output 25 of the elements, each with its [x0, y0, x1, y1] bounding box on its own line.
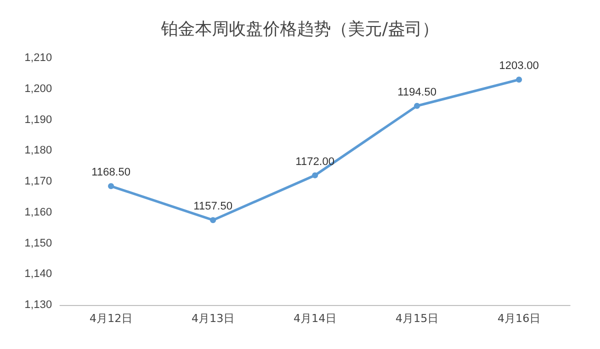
y-tick-label: 1,190 [24, 114, 52, 126]
point [312, 172, 318, 178]
x-tick-label: 4月14日 [294, 312, 336, 325]
data-label: 1157.50 [194, 200, 232, 213]
chart-title: 铂金本周收盘价格趋势（美元/盎司） [160, 20, 439, 40]
y-tick-label: 1,160 [24, 206, 52, 218]
y-tick-label: 1,130 [24, 299, 52, 311]
x-tick-label: 4月16日 [498, 312, 540, 325]
data-label: 1168.50 [92, 166, 130, 179]
point [414, 102, 420, 109]
point [516, 76, 522, 83]
data-label: 1203.00 [499, 60, 539, 72]
y-tick-label: 1,150 [24, 237, 52, 250]
data-label: 1172.00 [296, 156, 334, 168]
x-tick-label: 4月15日 [396, 312, 438, 325]
x-tick-label: 4月13日 [192, 312, 234, 325]
y-tick-label: 1,170 [24, 176, 52, 188]
y-tick-label: 1,180 [24, 144, 52, 157]
point [108, 183, 114, 190]
y-tick-label: 1,200 [24, 82, 52, 95]
y-tick-label: 1,210 [24, 52, 52, 64]
x-tick-label: 4月12日 [90, 312, 132, 325]
point [210, 217, 216, 224]
data-label: 1194.50 [398, 86, 436, 98]
y-tick-label: 1,140 [24, 268, 52, 280]
